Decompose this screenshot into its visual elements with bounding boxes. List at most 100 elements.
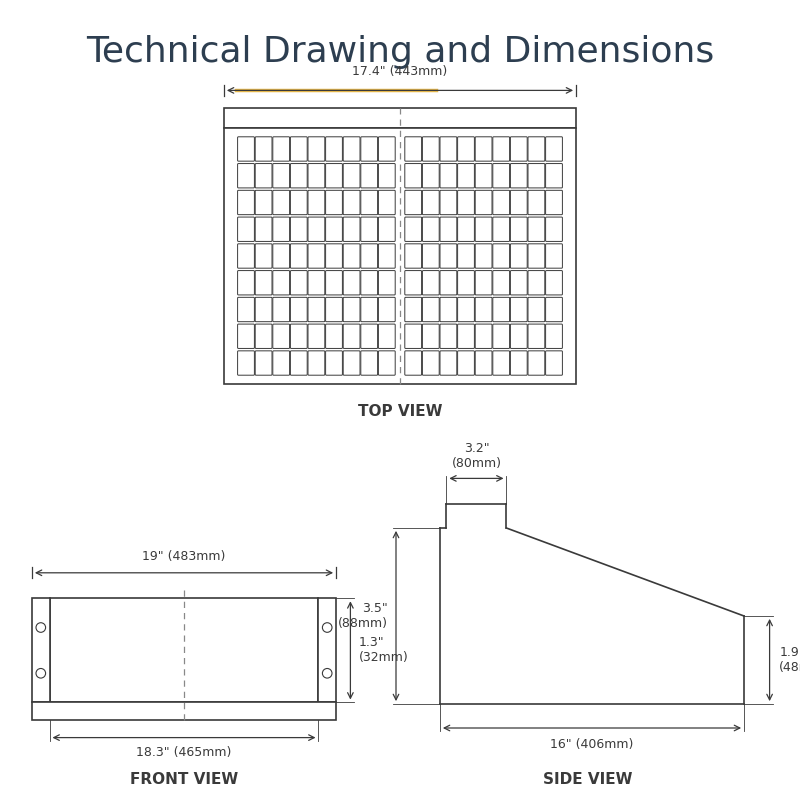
FancyBboxPatch shape — [475, 324, 492, 349]
FancyBboxPatch shape — [343, 351, 360, 375]
Bar — [224, 128, 576, 384]
FancyBboxPatch shape — [343, 324, 360, 349]
Text: FRONT VIEW: FRONT VIEW — [130, 772, 238, 787]
FancyBboxPatch shape — [422, 244, 439, 268]
FancyBboxPatch shape — [290, 351, 307, 375]
FancyBboxPatch shape — [493, 351, 510, 375]
FancyBboxPatch shape — [440, 163, 457, 188]
FancyBboxPatch shape — [528, 270, 545, 295]
FancyBboxPatch shape — [255, 217, 272, 242]
FancyBboxPatch shape — [326, 217, 342, 242]
FancyBboxPatch shape — [255, 137, 272, 161]
FancyBboxPatch shape — [255, 270, 272, 295]
FancyBboxPatch shape — [343, 190, 360, 214]
FancyBboxPatch shape — [493, 137, 510, 161]
FancyBboxPatch shape — [528, 190, 545, 214]
FancyBboxPatch shape — [458, 351, 474, 375]
FancyBboxPatch shape — [475, 244, 492, 268]
FancyBboxPatch shape — [255, 351, 272, 375]
FancyBboxPatch shape — [440, 324, 457, 349]
FancyBboxPatch shape — [273, 190, 290, 214]
Text: 1.3"
(32mm): 1.3" (32mm) — [358, 637, 408, 664]
Text: SIDE VIEW: SIDE VIEW — [543, 772, 633, 787]
Bar — [318, 598, 336, 702]
FancyBboxPatch shape — [510, 217, 527, 242]
FancyBboxPatch shape — [361, 351, 378, 375]
FancyBboxPatch shape — [546, 137, 562, 161]
FancyBboxPatch shape — [422, 298, 439, 322]
FancyBboxPatch shape — [493, 324, 510, 349]
FancyBboxPatch shape — [308, 163, 325, 188]
Text: 3.2"
(80mm): 3.2" (80mm) — [451, 442, 502, 470]
FancyBboxPatch shape — [440, 298, 457, 322]
FancyBboxPatch shape — [546, 190, 562, 214]
FancyBboxPatch shape — [458, 298, 474, 322]
FancyBboxPatch shape — [405, 324, 422, 349]
FancyBboxPatch shape — [343, 270, 360, 295]
FancyBboxPatch shape — [378, 163, 395, 188]
FancyBboxPatch shape — [361, 244, 378, 268]
Bar — [224, 108, 576, 128]
FancyBboxPatch shape — [273, 351, 290, 375]
FancyBboxPatch shape — [405, 190, 422, 214]
FancyBboxPatch shape — [290, 217, 307, 242]
FancyBboxPatch shape — [308, 298, 325, 322]
FancyBboxPatch shape — [361, 324, 378, 349]
FancyBboxPatch shape — [238, 351, 254, 375]
FancyBboxPatch shape — [238, 217, 254, 242]
FancyBboxPatch shape — [475, 137, 492, 161]
FancyBboxPatch shape — [273, 244, 290, 268]
FancyBboxPatch shape — [458, 163, 474, 188]
FancyBboxPatch shape — [458, 137, 474, 161]
FancyBboxPatch shape — [510, 324, 527, 349]
FancyBboxPatch shape — [238, 270, 254, 295]
FancyBboxPatch shape — [458, 244, 474, 268]
FancyBboxPatch shape — [378, 137, 395, 161]
FancyBboxPatch shape — [273, 163, 290, 188]
FancyBboxPatch shape — [308, 351, 325, 375]
FancyBboxPatch shape — [546, 244, 562, 268]
FancyBboxPatch shape — [510, 244, 527, 268]
FancyBboxPatch shape — [422, 190, 439, 214]
FancyBboxPatch shape — [475, 190, 492, 214]
Text: 19" (483mm): 19" (483mm) — [142, 550, 226, 563]
FancyBboxPatch shape — [343, 163, 360, 188]
FancyBboxPatch shape — [493, 163, 510, 188]
FancyBboxPatch shape — [546, 298, 562, 322]
FancyBboxPatch shape — [528, 137, 545, 161]
FancyBboxPatch shape — [273, 298, 290, 322]
FancyBboxPatch shape — [528, 351, 545, 375]
FancyBboxPatch shape — [361, 217, 378, 242]
FancyBboxPatch shape — [405, 217, 422, 242]
FancyBboxPatch shape — [475, 270, 492, 295]
FancyBboxPatch shape — [343, 217, 360, 242]
FancyBboxPatch shape — [361, 137, 378, 161]
FancyBboxPatch shape — [440, 190, 457, 214]
FancyBboxPatch shape — [546, 163, 562, 188]
Text: 3.5"
(88mm): 3.5" (88mm) — [338, 602, 388, 630]
FancyBboxPatch shape — [405, 244, 422, 268]
FancyBboxPatch shape — [475, 351, 492, 375]
FancyBboxPatch shape — [290, 190, 307, 214]
FancyBboxPatch shape — [326, 298, 342, 322]
FancyBboxPatch shape — [493, 270, 510, 295]
FancyBboxPatch shape — [440, 244, 457, 268]
FancyBboxPatch shape — [238, 190, 254, 214]
FancyBboxPatch shape — [378, 244, 395, 268]
FancyBboxPatch shape — [361, 190, 378, 214]
FancyBboxPatch shape — [326, 190, 342, 214]
FancyBboxPatch shape — [308, 244, 325, 268]
FancyBboxPatch shape — [378, 270, 395, 295]
FancyBboxPatch shape — [422, 163, 439, 188]
FancyBboxPatch shape — [405, 351, 422, 375]
FancyBboxPatch shape — [378, 324, 395, 349]
FancyBboxPatch shape — [475, 217, 492, 242]
Bar — [32, 702, 336, 720]
Text: 16" (406mm): 16" (406mm) — [550, 738, 634, 750]
FancyBboxPatch shape — [546, 351, 562, 375]
FancyBboxPatch shape — [326, 163, 342, 188]
FancyBboxPatch shape — [290, 163, 307, 188]
FancyBboxPatch shape — [238, 163, 254, 188]
FancyBboxPatch shape — [405, 137, 422, 161]
FancyBboxPatch shape — [308, 190, 325, 214]
